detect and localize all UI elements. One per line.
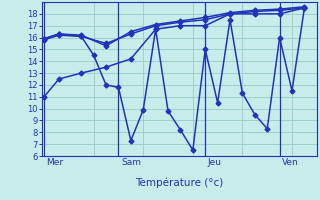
Text: Sam: Sam <box>121 158 141 167</box>
Text: Température (°c): Température (°c) <box>135 178 223 188</box>
Text: Jeu: Jeu <box>208 158 222 167</box>
Text: Ven: Ven <box>282 158 299 167</box>
Text: Mer: Mer <box>46 158 64 167</box>
